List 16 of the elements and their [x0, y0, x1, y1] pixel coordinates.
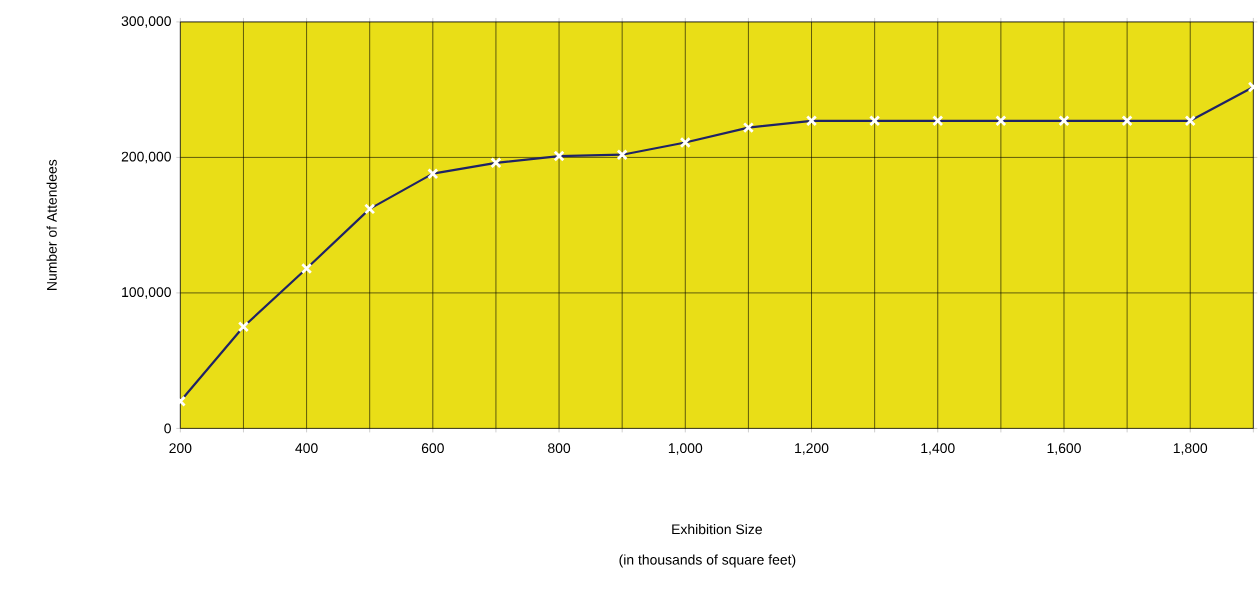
- x-axis-title: Exhibition Size: [672, 524, 762, 535]
- x-tick-label: 1,400: [921, 443, 955, 455]
- x-tick-label: 600: [421, 443, 444, 454]
- x-tick-label: 1,600: [1047, 443, 1081, 455]
- x-tick-label: 400: [295, 443, 318, 454]
- x-tick-label: 1,800: [1173, 443, 1208, 455]
- x-tick-label: 200: [169, 443, 192, 454]
- x-tick-label: 1,000: [668, 443, 703, 455]
- y-tick-label: 200,000: [121, 151, 171, 164]
- y-tick-label: 100,000: [122, 287, 171, 299]
- y-axis-title: Number of Attendees: [46, 159, 57, 291]
- y-tick-label: 300,000: [121, 16, 171, 28]
- x-tick-label: 1,200: [795, 443, 829, 455]
- y-tick-label: 0: [164, 423, 171, 434]
- text: (in thousands of square feet): [619, 554, 796, 568]
- x-tick-label: 800: [548, 443, 571, 454]
